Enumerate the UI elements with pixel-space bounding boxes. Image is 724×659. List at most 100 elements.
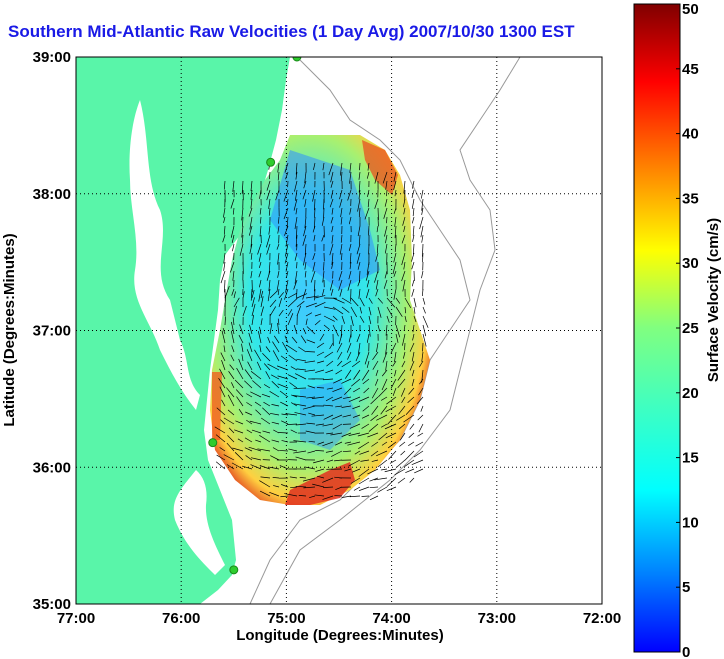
velocity-vector	[249, 420, 262, 425]
velocity-vector	[241, 225, 244, 238]
velocity-vector	[393, 171, 397, 182]
velocity-vector	[335, 486, 343, 491]
velocity-vector	[367, 432, 379, 438]
velocity-vector	[344, 441, 352, 444]
page-title: Southern Mid-Atlantic Raw Velocities (1 …	[8, 22, 575, 41]
velocity-vector	[404, 306, 407, 314]
velocity-vector	[254, 349, 262, 362]
colorbar-tick-label: 10	[682, 514, 699, 531]
velocity-vector	[314, 288, 316, 301]
velocity-vector	[267, 288, 271, 302]
velocity-vector	[322, 477, 334, 483]
velocity-vector	[290, 486, 298, 489]
velocity-vector	[312, 225, 316, 233]
velocity-vector	[272, 341, 280, 353]
velocity-vector	[224, 279, 226, 293]
velocity-vector	[306, 396, 316, 399]
velocity-vector	[421, 207, 424, 215]
velocity-vector	[420, 405, 424, 412]
velocity-vector	[220, 419, 226, 425]
velocity-vector	[368, 306, 372, 316]
velocity-vector	[222, 327, 226, 335]
velocity-vector	[296, 305, 302, 317]
velocity-vector	[259, 480, 271, 488]
velocity-field	[210, 135, 430, 505]
velocity-vector	[383, 279, 388, 289]
velocity-vector	[362, 405, 370, 412]
velocity-vector	[237, 438, 244, 443]
velocity-vector	[402, 333, 406, 346]
velocity-vector	[268, 198, 271, 209]
velocity-vector	[367, 162, 370, 171]
velocity-vector	[330, 288, 334, 296]
velocity-vector	[265, 346, 271, 353]
velocity-vector	[401, 396, 406, 404]
velocity-vector	[422, 252, 424, 263]
velocity-vector	[412, 225, 415, 236]
velocity-vector	[400, 387, 406, 397]
velocity-vector	[395, 324, 401, 338]
velocity-vector	[241, 465, 253, 470]
velocity-vector	[231, 345, 235, 353]
velocity-vector	[249, 243, 253, 254]
velocity-vector	[358, 189, 361, 200]
velocity-vector	[394, 189, 397, 197]
velocity-vector	[341, 360, 352, 368]
velocity-vector	[344, 369, 352, 379]
velocity-vector	[234, 429, 244, 434]
velocity-vector	[404, 315, 407, 322]
velocity-vector	[284, 252, 289, 264]
velocity-vector	[285, 261, 289, 272]
velocity-vector	[350, 297, 359, 307]
velocity-vector	[304, 369, 316, 372]
velocity-vector	[377, 486, 388, 493]
velocity-vector	[221, 399, 226, 407]
velocity-vector	[387, 414, 397, 425]
velocity-vector	[326, 432, 334, 435]
velocity-vector	[223, 216, 226, 224]
velocity-vector	[409, 477, 415, 483]
velocity-vector	[421, 198, 424, 211]
colorbar	[633, 3, 681, 653]
velocity-vector	[347, 279, 352, 291]
velocity-vector	[231, 382, 235, 389]
velocity-vector	[250, 252, 253, 260]
velocity-vector	[332, 324, 339, 337]
velocity-vector	[384, 198, 388, 207]
velocity-vector	[330, 171, 334, 183]
velocity-vector	[314, 313, 322, 317]
velocity-vector	[335, 405, 343, 408]
velocity-vector	[331, 450, 343, 457]
velocity-vector	[386, 306, 393, 317]
velocity-vector	[271, 404, 280, 407]
velocity-vector	[366, 171, 370, 179]
velocity-vector	[384, 423, 397, 430]
velocity-vector	[287, 374, 298, 380]
velocity-vector	[363, 387, 370, 394]
velocity-vector	[397, 477, 406, 484]
velocity-vector	[258, 288, 262, 302]
velocity-vector	[374, 378, 379, 386]
velocity-vector	[293, 198, 298, 211]
velocity-vector	[386, 315, 390, 323]
velocity-vector	[284, 335, 289, 344]
velocity-vector	[227, 435, 235, 443]
velocity-vector	[386, 396, 397, 405]
velocity-vector	[260, 306, 264, 317]
velocity-vector	[421, 234, 424, 243]
velocity-vector	[394, 369, 397, 377]
velocity-vector	[359, 234, 361, 245]
velocity-vector	[368, 315, 372, 325]
velocity-vector	[221, 359, 226, 371]
velocity-vector	[250, 391, 262, 398]
y-tick-labels: 39:00 38:00 37:00 36:00 35:00	[33, 49, 71, 613]
velocity-vector	[284, 288, 289, 300]
velocity-vector	[357, 279, 361, 287]
velocity-vector	[325, 450, 334, 453]
velocity-vector	[358, 441, 370, 449]
velocity-vector	[369, 477, 379, 482]
velocity-vector	[248, 332, 253, 344]
velocity-vector	[250, 180, 253, 192]
velocity-vector	[341, 306, 350, 313]
velocity-vector	[293, 450, 307, 454]
